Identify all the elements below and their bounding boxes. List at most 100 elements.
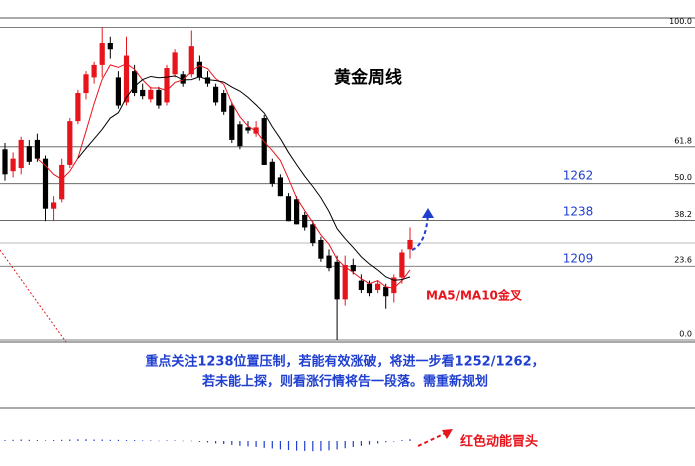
candle-body (148, 89, 154, 100)
candle-body (229, 105, 235, 140)
candle-body (277, 177, 283, 197)
candle-body (213, 86, 219, 103)
momentum-bar (44, 440, 47, 441)
candle-body (237, 124, 243, 147)
momentum-bar (4, 440, 6, 441)
momentum-note: 红色动能冒头 (460, 434, 538, 450)
momentum-bar (247, 441, 249, 447)
momentum-bar (377, 441, 379, 444)
candle-body (391, 277, 397, 294)
forecast-arrow (411, 213, 429, 251)
momentum-bar (28, 439, 30, 441)
candle-body (75, 93, 81, 122)
candle-body (302, 214, 308, 228)
momentum-bar (93, 439, 95, 441)
candle-body (245, 127, 251, 131)
y-tick-label: 0.0 (679, 330, 692, 339)
momentum-bar (182, 440, 184, 442)
momentum-bar (101, 439, 103, 441)
momentum-bar (296, 441, 298, 451)
y-tick-label: 61.8 (674, 136, 692, 145)
candle-body (285, 196, 292, 222)
momentum-bar (69, 439, 71, 441)
momentum-bar (142, 440, 144, 441)
candle-body (407, 239, 413, 250)
momentum-bar (109, 439, 111, 441)
candle-body (375, 283, 381, 290)
momentum-bar (53, 440, 55, 441)
candle-body (326, 255, 332, 269)
momentum-bar (198, 441, 200, 442)
momentum-bar (61, 439, 63, 441)
candle-body (10, 158, 16, 172)
ma10-line (77, 75, 411, 281)
momentum-bar (231, 441, 233, 445)
ma5-line (37, 63, 411, 289)
momentum-bar (77, 439, 79, 441)
candle-body (358, 280, 364, 290)
momentum-bar (360, 441, 362, 446)
momentum-bar (12, 439, 14, 441)
momentum-bar (85, 439, 87, 441)
momentum-bar (385, 441, 387, 443)
note-line: 若未能上探，则看涨行情将告一段落。需重新规划 (201, 374, 488, 390)
candle-body (196, 61, 202, 78)
candle-body (83, 74, 89, 94)
momentum-bar (36, 440, 38, 441)
note-line: 重点关注1238位置压制，若能有效涨破，将进一步看1252/1262， (145, 354, 544, 370)
momentum-bar (320, 441, 322, 451)
candle-body (334, 261, 340, 300)
momentum-bar (174, 440, 176, 441)
momentum-bar (117, 439, 119, 441)
y-tick-label: 23.6 (674, 256, 692, 265)
candle-body (99, 43, 105, 65)
y-tick-label: 100.0 (669, 17, 692, 26)
momentum-bar (409, 439, 411, 441)
y-tick-label: 50.0 (674, 173, 692, 182)
candle-body (18, 139, 24, 169)
candle-body (91, 64, 97, 78)
momentum-bar (150, 440, 152, 441)
candle-body (204, 77, 211, 84)
y-tick-label: 38.2 (674, 210, 692, 219)
momentum-bar (263, 441, 265, 448)
candle-body (107, 43, 113, 50)
candle-body (115, 77, 121, 106)
candle-body (342, 264, 348, 300)
momentum-bar (20, 439, 22, 441)
candle-body (164, 68, 170, 103)
momentum-bar (206, 441, 209, 443)
candle-body (221, 93, 227, 112)
candle-body (269, 161, 275, 184)
candle-body (399, 252, 405, 278)
momentum-bar (223, 441, 225, 444)
candle-body (2, 149, 8, 175)
candle-body (51, 202, 57, 209)
momentum-bar (393, 441, 395, 442)
momentum-bar (158, 440, 160, 442)
candle-body (172, 52, 178, 75)
momentum-bar (312, 441, 314, 452)
candle-body (188, 46, 194, 75)
momentum-bar (215, 441, 217, 444)
momentum-bar (368, 441, 371, 445)
momentum-bar (279, 441, 281, 450)
candle-body (123, 55, 130, 103)
candle-body (59, 164, 65, 200)
candle-body (132, 71, 138, 94)
candle-body (318, 239, 324, 259)
momentum-bar (125, 440, 128, 441)
cross-note: MA5/MA10金叉 (426, 288, 523, 303)
momentum-arrow (417, 431, 449, 447)
momentum-bar (287, 441, 290, 450)
momentum-bar (328, 441, 330, 451)
arrow-head (442, 429, 453, 439)
candle-body (140, 89, 146, 97)
momentum-bar (255, 441, 257, 447)
momentum-bar (336, 441, 338, 450)
momentum-bar (401, 440, 403, 441)
chart-title: 黄金周线 (334, 67, 402, 88)
momentum-bar (271, 441, 273, 449)
momentum-bar (304, 441, 306, 451)
